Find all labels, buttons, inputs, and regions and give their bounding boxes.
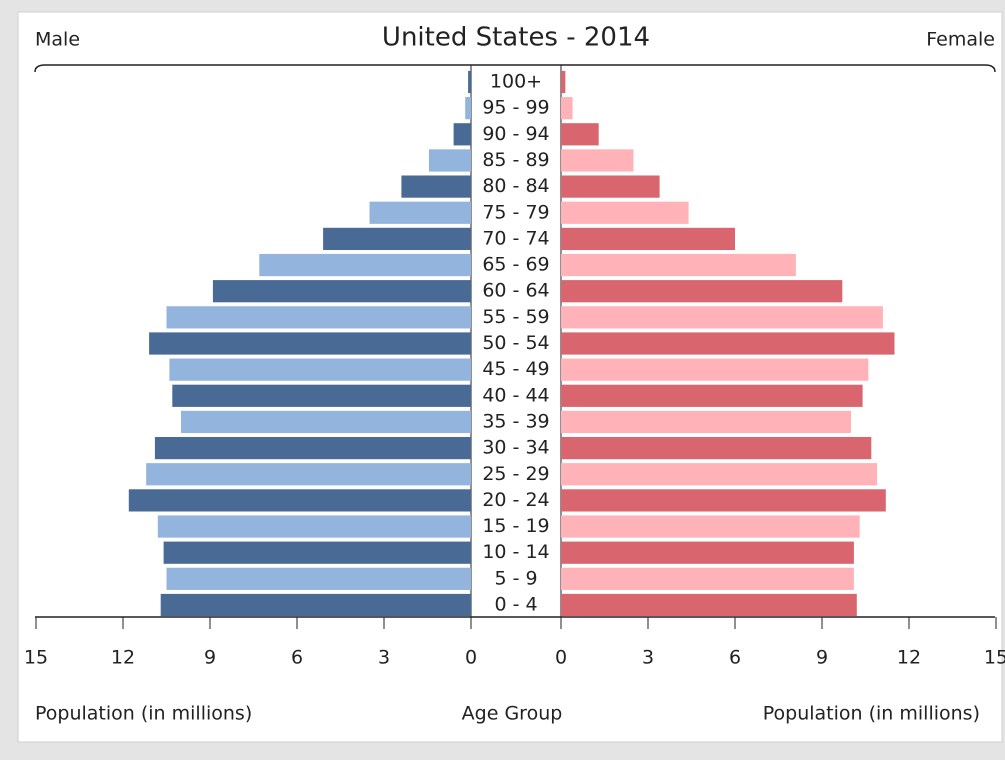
x-tick-label: 15 [24, 647, 48, 669]
x-tick-label: 6 [291, 647, 303, 669]
bar [561, 332, 895, 355]
bar [181, 410, 471, 434]
category-label: 70 - 74 [482, 227, 549, 249]
chart-title: United States - 2014 [382, 23, 650, 53]
bar [453, 123, 471, 146]
category-label: 100+ [490, 71, 542, 93]
bar [561, 123, 599, 146]
x-tick-label: 12 [897, 647, 921, 669]
category-label: 90 - 94 [482, 123, 549, 145]
category-label: 10 - 14 [482, 541, 549, 563]
x-axis-title: Population (in millions) [763, 703, 980, 725]
bar [561, 70, 566, 94]
bar [561, 567, 854, 590]
category-label: 65 - 69 [482, 254, 549, 276]
category-axis-title: Age Group [462, 703, 563, 725]
category-label: 80 - 84 [482, 175, 549, 197]
x-tick-label: 9 [204, 647, 216, 669]
bar [561, 306, 883, 329]
category-label: 15 - 19 [482, 515, 549, 537]
category-label: 25 - 29 [482, 463, 549, 485]
bar [169, 358, 471, 381]
x-tick-label: 9 [816, 647, 828, 669]
bar [323, 227, 471, 251]
bar [212, 280, 471, 303]
x-tick-label: 15 [984, 647, 1005, 669]
category-label: 50 - 54 [482, 332, 549, 354]
bar [561, 253, 796, 277]
bar [561, 463, 878, 486]
bar [163, 541, 471, 564]
category-label: 0 - 4 [494, 594, 537, 616]
bar [561, 541, 854, 564]
bar [154, 436, 471, 460]
x-tick-label: 3 [642, 647, 654, 669]
category-label: 55 - 59 [482, 306, 549, 328]
x-tick-label: 12 [111, 647, 135, 669]
bar [166, 306, 471, 329]
bar [561, 384, 863, 407]
bar [428, 149, 471, 172]
bar [465, 97, 471, 120]
category-label: 5 - 9 [494, 567, 537, 589]
bar [149, 332, 471, 355]
bar [157, 515, 472, 538]
x-tick-label: 6 [729, 647, 741, 669]
bar [561, 227, 735, 251]
x-tick-label: 0 [555, 647, 567, 669]
bar [561, 410, 851, 434]
category-label: 35 - 39 [482, 410, 549, 432]
bar [468, 70, 471, 94]
bar [561, 436, 872, 460]
x-tick-label: 0 [465, 647, 477, 669]
category-label: 60 - 64 [482, 280, 549, 302]
bar [561, 515, 860, 538]
category-label: 45 - 49 [482, 358, 549, 380]
left-label: Male [35, 29, 80, 51]
category-label: 95 - 99 [482, 97, 549, 119]
bar [561, 175, 660, 198]
bar [561, 358, 869, 381]
bar [369, 201, 471, 224]
bar [561, 280, 843, 303]
bar [259, 253, 471, 277]
right-label: Female [926, 29, 995, 51]
bar [561, 97, 573, 120]
bar [166, 567, 471, 590]
bar [561, 593, 857, 617]
category-label: 75 - 79 [482, 201, 549, 223]
bar [128, 489, 472, 512]
bar [561, 489, 886, 512]
top-brace [34, 64, 996, 73]
bar [561, 149, 634, 172]
x-axis-title: Population (in millions) [35, 703, 252, 725]
category-label: 40 - 44 [482, 384, 549, 406]
bar [146, 463, 471, 486]
bar [160, 593, 471, 617]
bar [561, 201, 689, 224]
category-label: 20 - 24 [482, 489, 549, 511]
bar [401, 175, 471, 198]
x-tick-label: 3 [378, 647, 390, 669]
bar [172, 384, 472, 407]
category-label: 30 - 34 [482, 437, 549, 459]
category-label: 85 - 89 [482, 149, 549, 171]
